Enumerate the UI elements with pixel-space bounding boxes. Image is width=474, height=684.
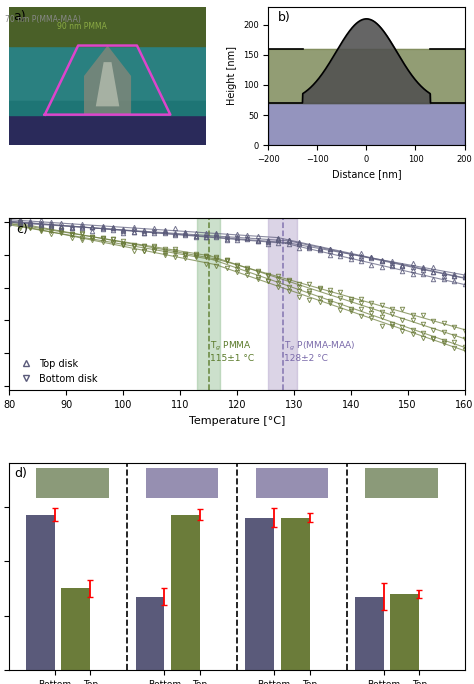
Bar xyxy=(9,115,206,145)
Text: c): c) xyxy=(16,223,28,236)
Bar xyxy=(255,469,328,499)
Bar xyxy=(365,469,438,499)
Bar xyxy=(62,588,90,670)
Bar xyxy=(245,518,274,670)
X-axis label: Temperature [°C]: Temperature [°C] xyxy=(189,416,285,425)
Bar xyxy=(197,218,220,391)
Bar xyxy=(171,515,200,670)
Bar xyxy=(26,515,55,670)
Polygon shape xyxy=(96,62,119,107)
Text: 90 nm PMMA: 90 nm PMMA xyxy=(57,22,107,31)
Bar xyxy=(390,594,419,670)
Bar xyxy=(9,7,206,46)
Bar xyxy=(36,469,109,499)
Text: b): b) xyxy=(278,11,291,24)
Bar xyxy=(268,218,297,391)
Text: 70 nm P(MMA-MAA): 70 nm P(MMA-MAA) xyxy=(5,15,81,24)
Legend: Top disk, Bottom disk: Top disk, Bottom disk xyxy=(14,357,99,386)
Text: a): a) xyxy=(13,10,26,23)
X-axis label: Distance [nm]: Distance [nm] xyxy=(332,170,401,179)
Text: T$_g$ PMMA
115±1 °C: T$_g$ PMMA 115±1 °C xyxy=(210,340,255,363)
Text: d): d) xyxy=(14,467,27,480)
Bar xyxy=(9,101,206,115)
Bar xyxy=(281,518,310,670)
Bar xyxy=(136,596,164,670)
Text: T$_g$ P(MMA-MAA)
128±2 °C: T$_g$ P(MMA-MAA) 128±2 °C xyxy=(284,340,356,363)
Y-axis label: Height [nm]: Height [nm] xyxy=(228,47,237,105)
Bar xyxy=(146,469,219,499)
Bar xyxy=(355,596,384,670)
Polygon shape xyxy=(84,46,131,115)
